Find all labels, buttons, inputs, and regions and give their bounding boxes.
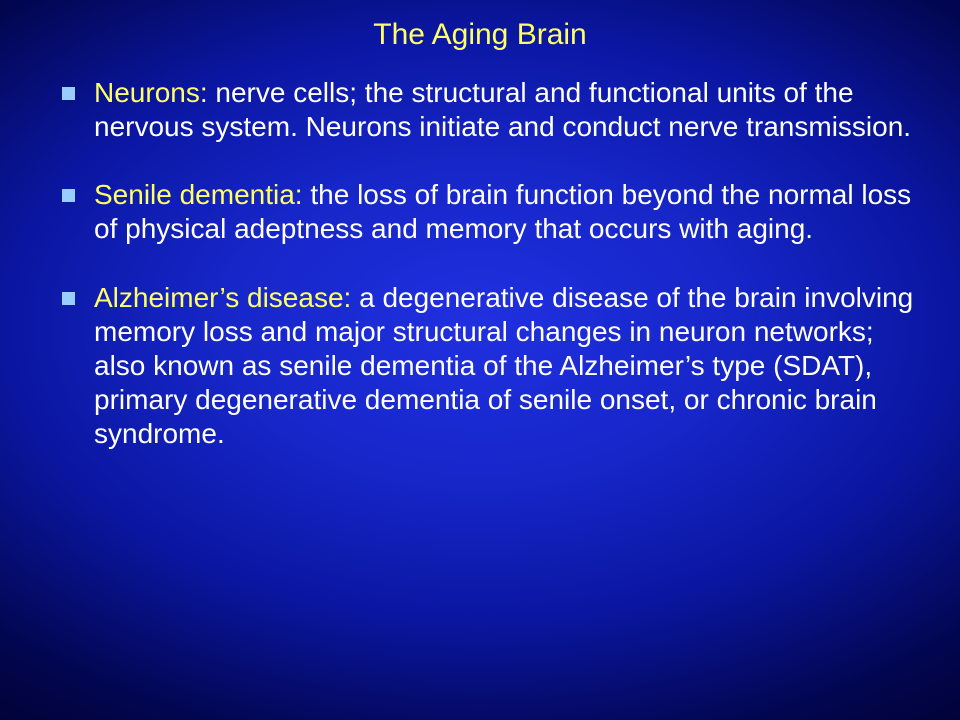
term: Senile dementia:	[94, 179, 310, 210]
term: Neurons:	[94, 77, 215, 108]
definition: nerve cells; the structural and function…	[94, 77, 911, 142]
list-item: Alzheimer’s disease: a degenerative dise…	[60, 281, 916, 452]
slide: The Aging Brain Neurons: nerve cells; th…	[0, 0, 960, 720]
list-item: Neurons: nerve cells; the structural and…	[60, 76, 916, 144]
bullet-list: Neurons: nerve cells; the structural and…	[36, 76, 924, 451]
list-item: Senile dementia: the loss of brain funct…	[60, 178, 916, 246]
slide-title: The Aging Brain	[36, 18, 924, 52]
term: Alzheimer’s disease:	[94, 282, 359, 313]
